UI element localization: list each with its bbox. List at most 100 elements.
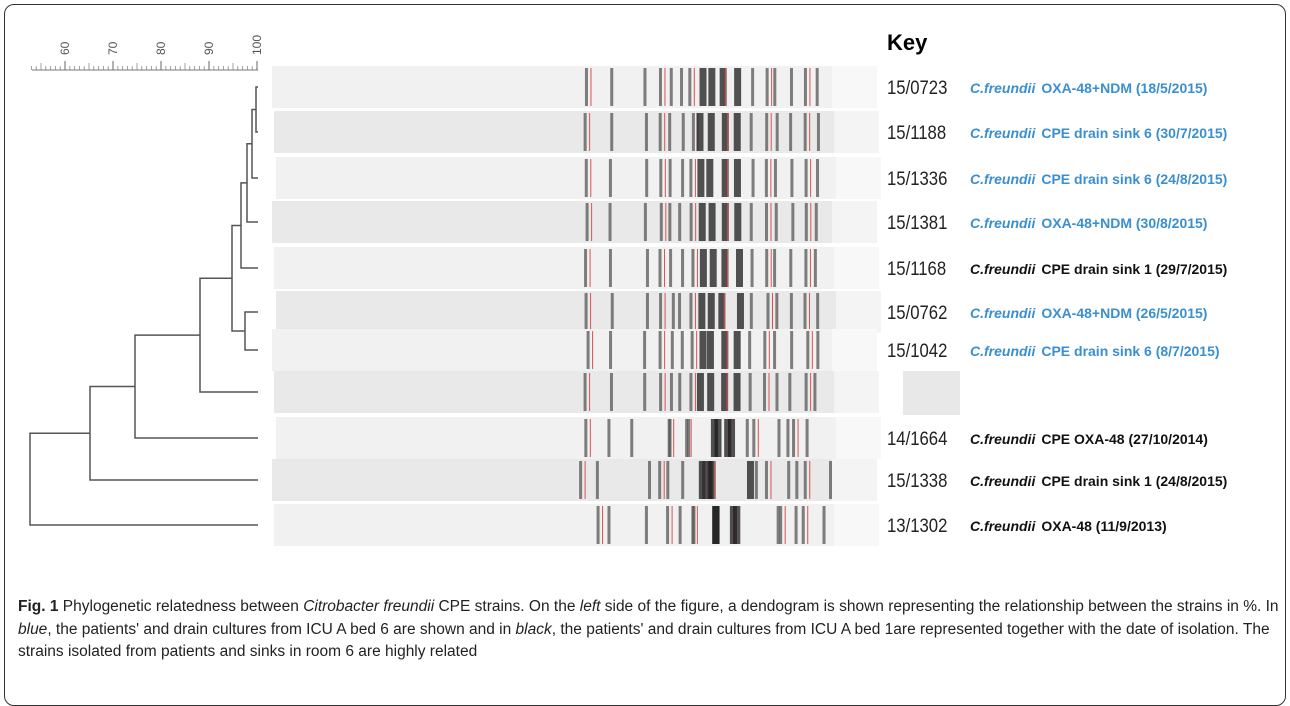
strain-id: 13/1302 [887,515,947,536]
gel-band [790,68,793,106]
gel-lane [276,157,881,199]
gel-band [691,249,694,287]
scale-tick-label: 80 [154,41,168,55]
gel-band [607,419,610,457]
gel-band [789,249,792,287]
gel-band [749,373,752,411]
gel-band [610,68,613,106]
gel-band [805,373,808,411]
gel-fade [834,247,879,289]
gel-lane [274,247,879,289]
gel-band [597,506,600,544]
gel-band [750,203,753,241]
strain-id: 15/1336 [887,168,947,189]
gel-band [707,373,714,411]
gel-band [659,159,662,197]
strain-id: 15/1338 [887,470,947,491]
gel-band [611,293,614,331]
gel-band [669,159,672,197]
gel-band [666,461,669,499]
gel-band [806,331,809,369]
gel-band [609,159,612,197]
caption-text: Phylogenetic relatedness between [58,598,303,615]
gel-band [750,293,753,331]
gel-band [737,293,744,331]
gel-band [579,461,582,499]
caption-text: left [580,598,601,615]
strain-detail: CPE drain sink 6 (8/7/2015) [1041,343,1219,359]
gel-band [659,293,662,331]
dendrogram-branch [232,225,245,331]
gel-band [681,159,684,197]
gel-band [755,461,758,499]
gel-band [585,293,588,331]
gel-band [697,159,704,197]
species-name: C.freundii [970,305,1036,321]
gel-band [765,159,768,197]
gel-band [681,461,684,499]
gel-band [670,68,673,106]
gel-band [804,68,807,106]
strain-id: 15/0762 [887,302,947,323]
strain-detail: OXA-48+NDM (26/5/2015) [1041,305,1207,321]
gel-band [802,506,805,544]
gel-band [805,203,808,241]
gel-band [706,159,713,197]
gel-band [610,113,613,151]
gel-band [788,373,791,411]
gel-fade [834,111,879,153]
gel-band [815,203,818,241]
strain-id: 15/0723 [887,77,947,98]
gel-band [795,506,798,544]
species-name: C.freundii [970,343,1036,359]
gel-band [643,68,646,106]
gel-band [698,293,705,331]
strain-description: C.freundiiOXA-48+NDM (30/8/2015) [970,215,1207,231]
species-name: C.freundii [970,215,1036,231]
gel-band [689,373,692,411]
gel-band [787,461,790,499]
strain-detail: CPE drain sink 6 (30/7/2015) [1041,125,1227,141]
gel-band [666,506,669,544]
gel-band [751,68,754,106]
gel-band [773,68,776,106]
gel-fade [834,504,879,546]
gel-lane [272,66,877,108]
dendrogram-branch [241,183,258,268]
gel-band [659,249,662,287]
gel-band [689,293,692,331]
species-name: C.freundii [970,518,1036,534]
gel-band [813,373,816,411]
key-title: Key [887,30,928,55]
strain-id: 15/1188 [887,122,946,143]
gel-band [777,506,780,544]
gel-band [715,419,722,457]
strain-detail: OXA-48 (11/9/2013) [1041,518,1166,534]
gel-band [765,461,768,499]
gel-band [816,331,819,369]
strain-id: 15/1042 [887,340,947,361]
page: Key 6070809010015/0723C.freundiiOXA-48+N… [0,0,1290,685]
strain-description: C.freundii OXA-48+NDM (26/5/2015) [970,305,1207,321]
gel-band [750,113,753,151]
scale-tick-label: 60 [58,41,72,55]
gel-fade [832,329,877,371]
gel-band [689,159,692,197]
gel-band [669,249,672,287]
strain-detail: CPE drain sink 1 (29/7/2015) [1041,261,1227,277]
gel-band [699,203,706,241]
gel-band [773,249,776,287]
strain-detail: CPE OXA-48 (27/10/2014) [1041,431,1208,447]
gel-band [791,203,794,241]
caption-text: CPE strains. On the [434,598,580,615]
gel-band [643,373,646,411]
dendrogram-branch [30,433,258,525]
gel-band [829,461,832,499]
gel-band [681,249,684,287]
caption-text: blue [18,621,47,638]
gel-band [775,293,778,331]
scale-tick-label: 70 [106,41,120,55]
gel-band [678,203,681,241]
caption-text: black [516,621,552,638]
